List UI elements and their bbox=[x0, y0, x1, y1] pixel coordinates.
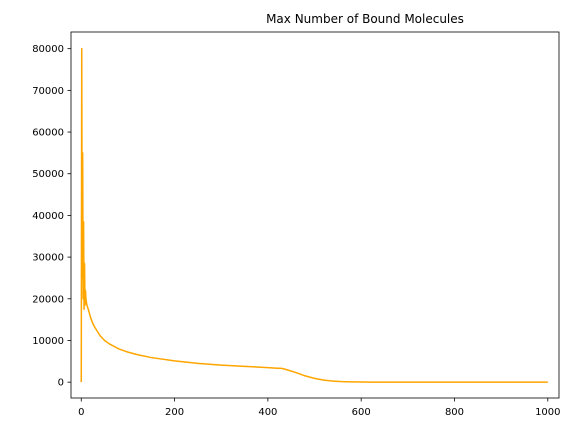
chart-title: Max Number of Bound Molecules bbox=[266, 12, 464, 26]
plot-frame bbox=[70, 31, 560, 399]
x-tick-label: 1000 bbox=[535, 407, 560, 418]
x-tick-label: 0 bbox=[78, 407, 84, 418]
y-tick-label: 40000 bbox=[32, 211, 64, 222]
plot-area: 0 200 400 600 800 1000 0 10000 20000 30000 40000 5… bbox=[32, 31, 561, 418]
x-tick-label: 800 bbox=[445, 407, 464, 418]
x-tick-label: 400 bbox=[258, 407, 277, 418]
y-tick-label: 80000 bbox=[32, 44, 64, 55]
x-tick-label: 200 bbox=[165, 407, 184, 418]
series-layer bbox=[80, 47, 548, 383]
y-tick-label: 10000 bbox=[32, 336, 64, 347]
y-tick-label: 20000 bbox=[32, 294, 64, 305]
x-tick-label: 600 bbox=[352, 407, 371, 418]
y-tick-label: 30000 bbox=[32, 253, 64, 264]
y-tick-label: 70000 bbox=[32, 86, 64, 97]
y-axis: 0 10000 20000 30000 40000 50000 60000 70000 8000… bbox=[32, 44, 71, 389]
x-axis: 0 200 400 600 800 1000 bbox=[78, 398, 561, 418]
y-tick-label: 0 bbox=[58, 378, 64, 389]
series-line-0 bbox=[80, 47, 548, 383]
y-tick-label: 50000 bbox=[32, 169, 64, 180]
y-tick-label: 60000 bbox=[32, 128, 64, 139]
